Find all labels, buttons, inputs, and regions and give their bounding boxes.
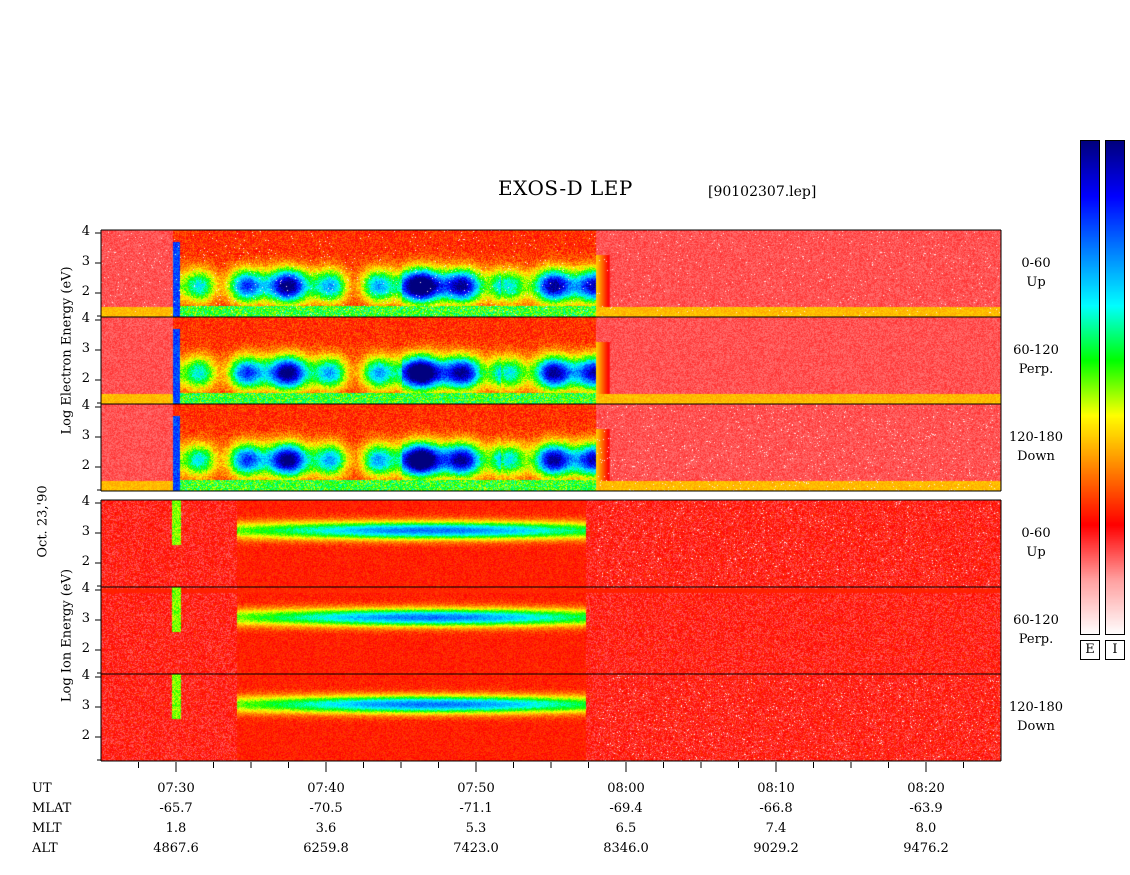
y-tick-label: 3 [81,698,90,713]
pitch-direction: Up [1026,275,1046,290]
x-tick-mlat: -69.4 [609,801,643,816]
x-tick-mlt: 8.0 [915,821,937,836]
ion-panel-perp [101,587,1001,674]
electron-panel-down [101,404,1001,491]
y-tick-label: 4 [81,398,90,413]
x-tick-mlt: 6.5 [615,821,637,836]
ion-panel-up [101,500,1001,587]
x-tick-ut: 08:00 [607,781,645,796]
colorbar-tag-ion: I [1105,640,1125,660]
row-label: UT [32,781,52,796]
x-tick-alt: 9476.2 [903,841,949,856]
x-tick-mlt: 5.3 [465,821,487,836]
x-tick-ut: 07:40 [307,781,345,796]
x-tick-ut: 08:10 [757,781,795,796]
y-tick-label: 4 [81,668,90,683]
pitch-range: 120-180 [1008,430,1064,445]
electron-panel-perp [101,317,1001,404]
pitch-label: 60-120 Perp. [996,341,1076,379]
x-tick-mlt: 3.6 [315,821,337,836]
pitch-range: 60-120 [1013,613,1059,628]
pitch-range: 0-60 [1021,526,1051,541]
x-tick-mlat: -71.1 [459,801,493,816]
x-tick-mlat: -63.9 [909,801,943,816]
x-tick-alt: 8346.0 [603,841,649,856]
x-tick-mlat: -65.7 [159,801,193,816]
y-tick-label: 2 [81,728,90,743]
y-tick-label: 3 [81,341,90,356]
x-tick-mlt: 1.8 [165,821,187,836]
row-label: MLAT [32,801,72,816]
chart-title: EXOS-D LEP [498,176,633,200]
file-name: [90102307.lep] [708,184,817,200]
x-tick-mlat: -70.5 [309,801,343,816]
colorbar-ion [1105,140,1125,635]
x-tick-mlt: 7.4 [765,821,787,836]
y-tick-label: 3 [81,611,90,626]
x-tick-ut: 08:20 [907,781,945,796]
row-label: ALT [32,841,58,856]
y-tick-label: 3 [81,428,90,443]
pitch-label: 60-120 Perp. [996,611,1076,649]
pitch-label: 120-180 Down [996,698,1076,736]
x-tick-alt: 7423.0 [453,841,499,856]
x-tick-ut: 07:30 [157,781,195,796]
electron-panel-up [101,230,1001,317]
x-tick-alt: 9029.2 [753,841,799,856]
pitch-label: 0-60 Up [996,254,1076,292]
date-label: Oct. 23,'90 [35,485,51,558]
electron-y-axis-label: Log Electron Energy (eV) [59,266,75,435]
y-tick-label: 4 [81,224,90,239]
pitch-direction: Perp. [1018,362,1054,377]
pitch-direction: Up [1026,545,1046,560]
y-tick-label: 2 [81,641,90,656]
y-tick-label: 2 [81,554,90,569]
y-tick-label: 2 [81,458,90,473]
pitch-range: 120-180 [1008,700,1064,715]
pitch-range: 60-120 [1013,343,1059,358]
y-tick-label: 2 [81,284,90,299]
x-tick-alt: 6259.8 [303,841,349,856]
x-tick-alt: 4867.6 [153,841,199,856]
x-tick-ut: 07:50 [457,781,495,796]
ion-panel-down [101,674,1001,761]
y-tick-label: 3 [81,254,90,269]
y-tick-label: 3 [81,524,90,539]
pitch-direction: Perp. [1018,632,1054,647]
y-tick-label: 4 [81,494,90,509]
y-tick-label: 2 [81,371,90,386]
pitch-label: 120-180 Down [996,428,1076,466]
y-tick-label: 4 [81,311,90,326]
x-tick-mlat: -66.8 [759,801,793,816]
colorbar-tag-electron: E [1080,640,1100,660]
y-tick-label: 4 [81,581,90,596]
ion-y-axis-label: Log Ion Energy (eV) [59,568,75,703]
pitch-direction: Down [1017,449,1055,464]
colorbar-electron [1080,140,1100,635]
pitch-direction: Down [1017,719,1055,734]
pitch-range: 0-60 [1021,256,1051,271]
pitch-label: 0-60 Up [996,524,1076,562]
row-label: MLT [32,821,62,836]
